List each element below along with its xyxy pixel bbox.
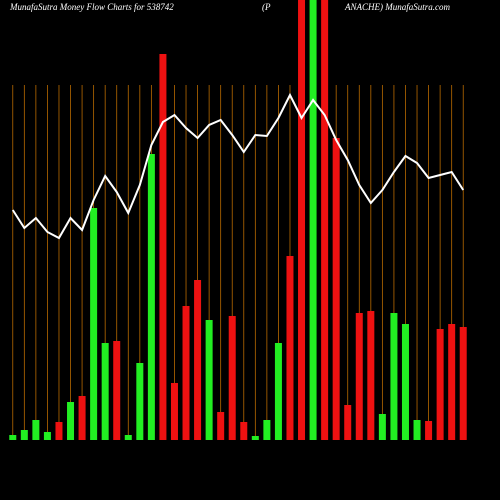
chart-subtitle: (P <box>262 2 271 12</box>
bar <box>240 422 248 440</box>
bar <box>274 343 282 440</box>
bar <box>286 256 294 440</box>
bar <box>425 421 433 440</box>
bar <box>378 414 386 440</box>
bar <box>332 138 340 440</box>
bar <box>67 402 75 440</box>
bar <box>170 383 178 440</box>
bar <box>459 327 467 440</box>
bar <box>9 435 17 440</box>
bar <box>147 154 155 440</box>
bar <box>448 324 456 440</box>
bar <box>205 320 213 440</box>
bar <box>228 316 236 440</box>
bar <box>136 363 144 440</box>
chart-title: MunafaSutra Money Flow Charts for 538742 <box>9 2 174 12</box>
bar <box>436 329 444 440</box>
bar <box>309 0 317 440</box>
chart-source: ANACHE) MunafaSutra.com <box>344 2 450 12</box>
bar <box>113 341 121 440</box>
bar <box>20 430 28 440</box>
bar <box>32 420 40 440</box>
bar <box>124 435 132 440</box>
bar <box>43 432 51 440</box>
bar <box>159 54 167 440</box>
bar <box>101 343 109 440</box>
bar <box>78 396 86 440</box>
bar <box>55 422 63 440</box>
line <box>11 92 465 240</box>
bar <box>298 0 306 440</box>
bar <box>367 311 375 440</box>
bar <box>413 420 421 440</box>
bar <box>251 436 259 440</box>
bar <box>90 208 98 440</box>
bar <box>217 412 225 440</box>
bar <box>344 405 352 440</box>
bar <box>390 313 398 440</box>
bar <box>194 280 202 440</box>
bar <box>355 313 363 440</box>
bar <box>263 420 271 440</box>
bar <box>401 324 409 440</box>
bar <box>321 0 329 440</box>
bar <box>182 306 190 440</box>
